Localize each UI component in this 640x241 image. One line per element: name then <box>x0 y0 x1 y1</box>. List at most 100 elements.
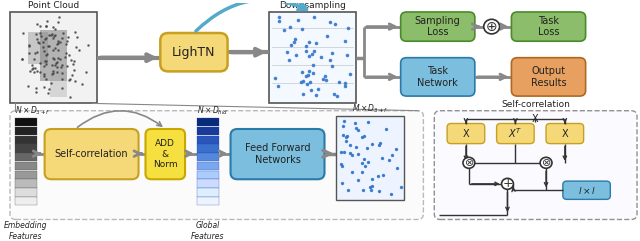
Text: ADD
&
Norm: ADD & Norm <box>153 139 177 169</box>
Point <box>44 33 54 37</box>
Point <box>35 71 45 74</box>
Point <box>48 37 58 40</box>
Point <box>356 170 367 174</box>
Point <box>81 71 91 74</box>
Point <box>36 34 46 38</box>
Point <box>390 147 401 151</box>
Text: Global
Features: Global Features <box>191 221 225 241</box>
Point <box>56 65 67 69</box>
Point <box>340 39 350 43</box>
Point <box>65 95 75 99</box>
Point <box>367 184 378 188</box>
Point <box>303 73 313 77</box>
Point <box>274 15 284 19</box>
Point <box>24 69 35 73</box>
Text: Embedding
Features: Embedding Features <box>4 221 47 241</box>
Text: Output
Results: Output Results <box>531 66 566 88</box>
Point <box>387 192 397 196</box>
Point <box>61 42 71 46</box>
Point <box>57 71 67 74</box>
Bar <box>197 127 219 135</box>
Point <box>313 87 323 91</box>
Text: $\oplus$: $\oplus$ <box>486 20 498 33</box>
Point <box>31 86 41 90</box>
Point <box>39 49 49 53</box>
Point <box>339 119 349 123</box>
Point <box>377 156 387 160</box>
Point <box>29 70 39 74</box>
Point <box>39 85 49 89</box>
Point <box>372 174 383 178</box>
Point <box>54 15 65 19</box>
FancyBboxPatch shape <box>161 33 228 71</box>
Point <box>45 81 56 85</box>
Point <box>340 84 350 88</box>
Bar <box>269 12 356 103</box>
Point <box>362 146 372 150</box>
Bar <box>197 162 219 170</box>
FancyBboxPatch shape <box>497 123 534 144</box>
Point <box>286 43 296 47</box>
Point <box>70 79 80 82</box>
Point <box>347 170 357 174</box>
Point <box>318 77 328 81</box>
Point <box>358 188 369 192</box>
Point <box>306 88 316 92</box>
Point <box>342 134 353 138</box>
Point <box>310 93 321 97</box>
Point <box>301 74 312 78</box>
Point <box>301 44 311 48</box>
Text: Self-correlation: Self-correlation <box>55 149 129 159</box>
Point <box>341 135 351 139</box>
Bar <box>15 197 36 205</box>
FancyBboxPatch shape <box>401 58 475 96</box>
Point <box>35 61 45 65</box>
Bar <box>197 136 219 144</box>
Point <box>326 64 337 68</box>
Point <box>52 48 63 52</box>
Point <box>296 80 306 84</box>
Point <box>63 35 74 39</box>
Text: $X^T$: $X^T$ <box>508 127 523 141</box>
Bar <box>15 136 36 144</box>
Text: LighTN: LighTN <box>172 46 216 59</box>
Point <box>65 77 75 81</box>
Point <box>321 78 331 82</box>
Point <box>31 32 41 36</box>
FancyBboxPatch shape <box>401 12 475 41</box>
Text: X: X <box>463 128 469 139</box>
Point <box>31 22 42 26</box>
Point <box>278 28 289 32</box>
Point <box>353 128 363 132</box>
Point <box>325 20 335 24</box>
Text: $\otimes$: $\otimes$ <box>464 157 474 168</box>
Point <box>301 49 311 53</box>
FancyBboxPatch shape <box>145 129 185 179</box>
Point <box>304 69 314 73</box>
Bar <box>15 118 36 126</box>
Point <box>29 66 40 70</box>
Point <box>48 48 58 52</box>
FancyBboxPatch shape <box>511 12 586 41</box>
Point <box>344 151 355 154</box>
Point <box>49 57 59 61</box>
Point <box>367 142 378 146</box>
Point <box>274 19 284 23</box>
Point <box>52 41 63 45</box>
Point <box>374 144 384 147</box>
Point <box>341 139 351 143</box>
Point <box>58 63 68 67</box>
Point <box>64 78 74 82</box>
Text: Downsampling: Downsampling <box>279 1 346 10</box>
Point <box>33 40 44 44</box>
Text: X: X <box>561 128 568 139</box>
Point <box>40 24 51 28</box>
Point <box>17 57 27 61</box>
Point <box>39 72 49 75</box>
Point <box>71 45 81 49</box>
Text: Task
Loss: Task Loss <box>538 16 559 37</box>
Point <box>349 121 360 125</box>
Point <box>69 59 79 63</box>
Point <box>41 36 51 40</box>
Point <box>47 25 58 29</box>
